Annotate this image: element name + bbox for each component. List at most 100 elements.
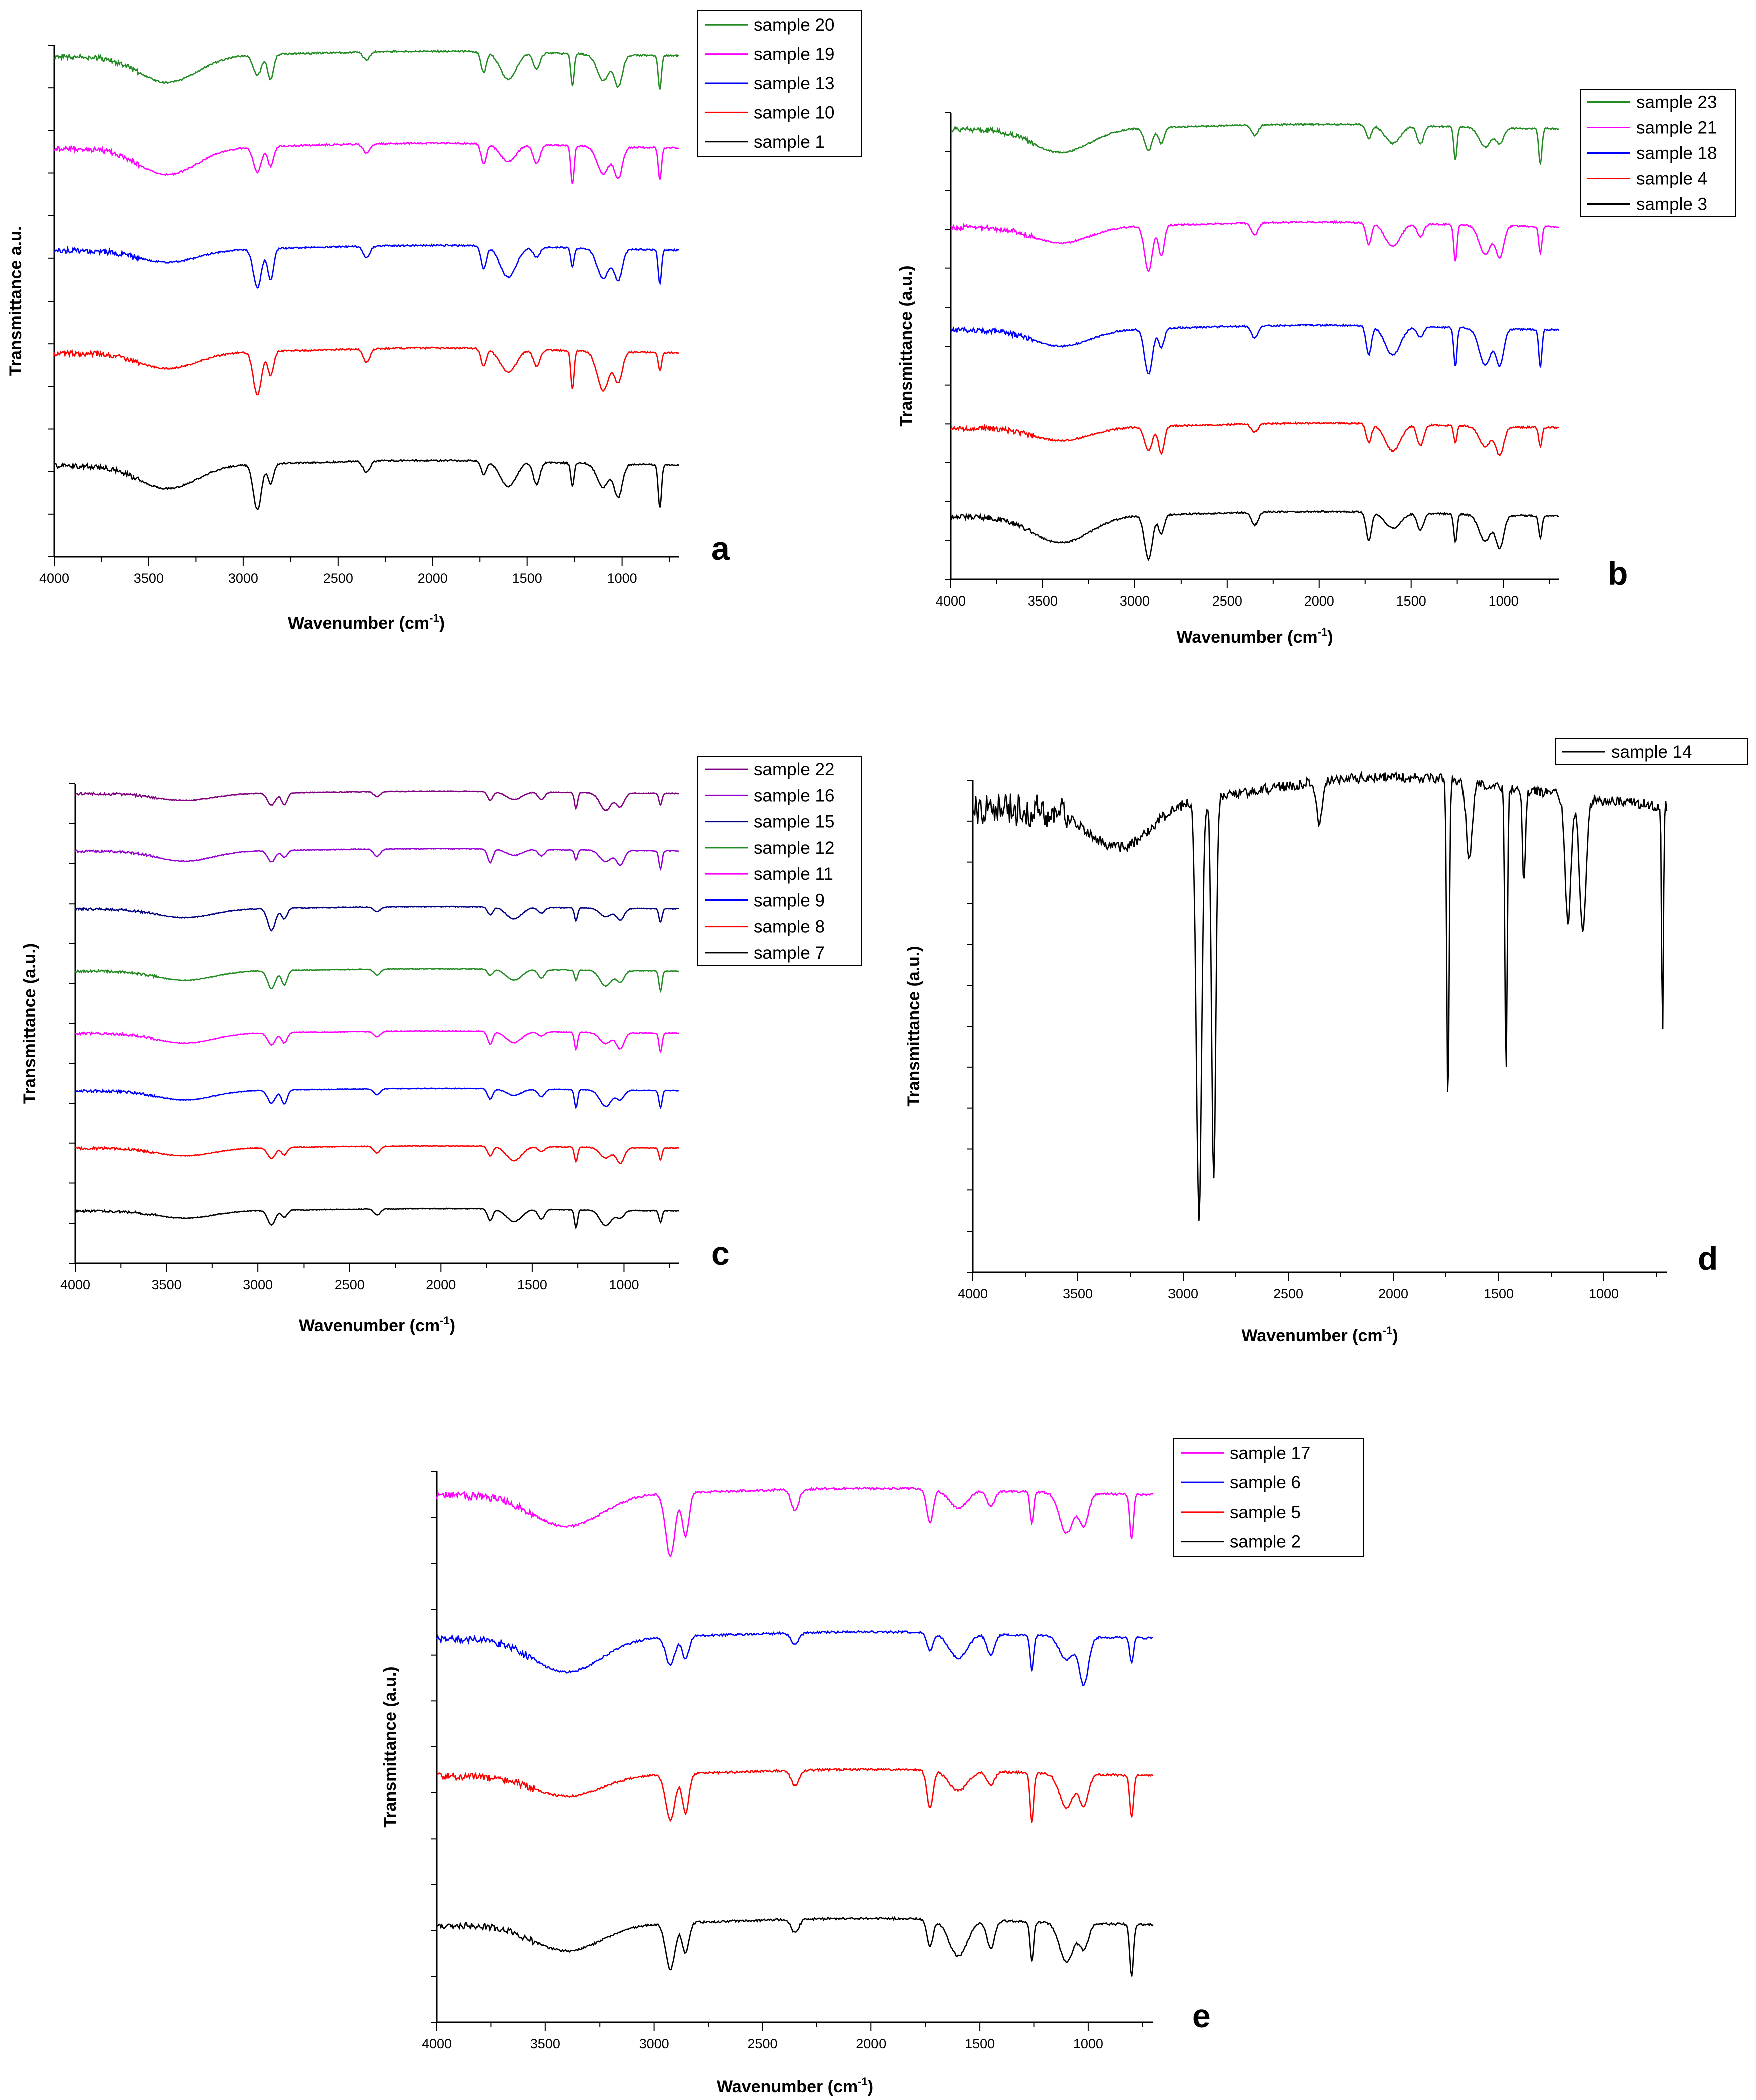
- x-tick-label: 1000: [1489, 593, 1519, 609]
- panel-c: 4000 3500 3000 2500 2000 1500 1000 Wavenumber (…: [20, 756, 862, 1335]
- series-line-sample-16: [74, 847, 679, 871]
- x-tick-label: 3500: [1063, 1286, 1093, 1301]
- x-tick-label: 2000: [1378, 1286, 1408, 1301]
- x-tick-label: 1000: [1073, 2036, 1103, 2051]
- y-axis-title: Transmittance (a.u.): [381, 1666, 400, 1827]
- series-line-sample-21: [950, 220, 1559, 273]
- series-line-sample-5: [436, 1767, 1154, 1823]
- series-line-sample-10: [53, 346, 679, 396]
- x-tick-label: 3000: [1120, 593, 1150, 609]
- x-axis-title: Wavenumber (cm-1): [299, 1314, 455, 1335]
- x-tick-label: 3500: [1028, 593, 1058, 609]
- legend-label: sample 11: [754, 864, 833, 884]
- series-line-sample-2: [436, 1916, 1154, 1977]
- x-tick-label: 2500: [335, 1277, 365, 1292]
- x-tick-label: 2500: [1212, 593, 1242, 609]
- x-tick-label: 4000: [39, 571, 69, 586]
- series-line-sample-12: [74, 968, 679, 994]
- x-tick-label: 1000: [1589, 1286, 1619, 1301]
- x-tick-label: 4000: [936, 593, 966, 609]
- legend-label: sample 3: [1636, 195, 1707, 214]
- x-tick-label: 2500: [747, 2036, 777, 2051]
- x-tick-label: 3000: [639, 2036, 669, 2051]
- x-tick-label: 3000: [1168, 1286, 1198, 1301]
- x-tick-label: 3500: [134, 571, 164, 586]
- series-line-sample-6: [436, 1630, 1154, 1686]
- panel-letter: a: [711, 530, 730, 567]
- legend-label: sample 9: [754, 890, 825, 910]
- legend-label: sample 6: [1230, 1473, 1301, 1492]
- series-line-sample-11: [75, 1030, 679, 1054]
- legend-label: sample 22: [754, 760, 834, 779]
- series-line-sample-14: [972, 771, 1668, 1221]
- panel-letter: b: [1608, 555, 1628, 592]
- panel-b: 4000 3500 3000 2500 2000 1500 1000 Wavenumber (…: [897, 89, 1736, 647]
- legend-label: sample 7: [754, 943, 825, 963]
- legend-label: sample 4: [1636, 169, 1707, 189]
- legend-box: [697, 756, 862, 966]
- x-tick-label: 4000: [60, 1277, 90, 1292]
- y-axis-title: Transmittance a.u.: [6, 226, 25, 376]
- legend-label: sample 21: [1636, 118, 1717, 138]
- x-axis-title: Wavenumber (cm-1): [1241, 1324, 1398, 1345]
- x-tick-label: 2500: [1273, 1286, 1303, 1301]
- series-line-sample-18: [950, 323, 1560, 375]
- x-tick-label: 3000: [228, 571, 258, 586]
- x-tick-label: 1000: [609, 1277, 639, 1292]
- x-tick-label: 2000: [418, 571, 448, 586]
- series-line-sample-15: [74, 905, 679, 932]
- x-tick-label: 1500: [517, 1277, 547, 1292]
- x-tick-label: 4000: [422, 2036, 452, 2051]
- series-line-sample-9: [75, 1087, 679, 1110]
- x-axis-title: Wavenumber (cm-1): [1176, 626, 1333, 647]
- x-tick-label: 2000: [1304, 593, 1334, 609]
- series-line-sample-8: [75, 1145, 679, 1164]
- legend-label: sample 2: [1230, 1532, 1301, 1552]
- legend-label: sample 13: [754, 74, 834, 93]
- x-tick-label: 3000: [243, 1277, 273, 1292]
- legend-label: sample 5: [1230, 1503, 1301, 1522]
- legend-label: sample 10: [754, 103, 834, 122]
- series-line-sample-1: [54, 459, 680, 510]
- x-axis-title: Wavenumber (cm-1): [717, 2075, 873, 2096]
- x-tick-label: 3500: [530, 2036, 560, 2051]
- legend-label: sample 20: [754, 15, 834, 35]
- x-tick-label: 4000: [958, 1286, 988, 1301]
- x-tick-label: 1500: [1484, 1286, 1514, 1301]
- legend-label: sample 23: [1636, 93, 1717, 112]
- series-line-sample-23: [950, 122, 1559, 166]
- series-line-sample-20: [54, 49, 679, 90]
- legend-label: sample 1: [754, 132, 825, 152]
- x-tick-label: 1500: [1396, 593, 1426, 609]
- legend-label: sample 15: [754, 812, 834, 832]
- x-axis-title: Wavenumber (cm-1): [288, 612, 445, 633]
- series-line-sample-7: [74, 1207, 679, 1230]
- x-tick-label: 1000: [607, 571, 637, 586]
- legend-label: sample 12: [754, 838, 834, 858]
- legend-label: sample 19: [754, 45, 834, 64]
- series-line-sample-22: [75, 790, 679, 811]
- panel-d: 4000 3500 3000 2500 2000 1500 1000 Wavenumber (…: [904, 738, 1748, 1345]
- legend-label: sample 8: [754, 917, 825, 937]
- series-line-sample-13: [54, 243, 679, 289]
- panel-letter: d: [1698, 1240, 1718, 1277]
- series-line-sample-17: [436, 1486, 1154, 1558]
- panel-letter: c: [711, 1235, 730, 1272]
- x-tick-label: 3500: [152, 1277, 182, 1292]
- legend-label: sample 17: [1230, 1443, 1310, 1463]
- y-axis-title: Transmittance (a.u.): [20, 943, 39, 1104]
- legend-box: [1173, 1438, 1364, 1557]
- series-line-sample-19: [54, 141, 679, 184]
- x-tick-label: 1500: [965, 2036, 995, 2051]
- x-tick-label: 1500: [512, 571, 542, 586]
- panel-e: 4000 3500 3000 2500 2000 1500 1000 Wavenumber (…: [381, 1438, 1364, 2096]
- x-tick-label: 2000: [856, 2036, 886, 2051]
- x-tick-label: 2000: [426, 1277, 456, 1292]
- series-line-sample-3: [950, 510, 1559, 561]
- panel-a: 4000 3500 3000 2500 2000 1500 1000 Wavenumber (…: [6, 10, 862, 633]
- legend-label: sample 16: [754, 786, 834, 805]
- y-axis-title: Transmittance (a.u.): [897, 265, 916, 426]
- legend-label: sample 14: [1611, 742, 1692, 762]
- legend-label: sample 18: [1636, 144, 1717, 163]
